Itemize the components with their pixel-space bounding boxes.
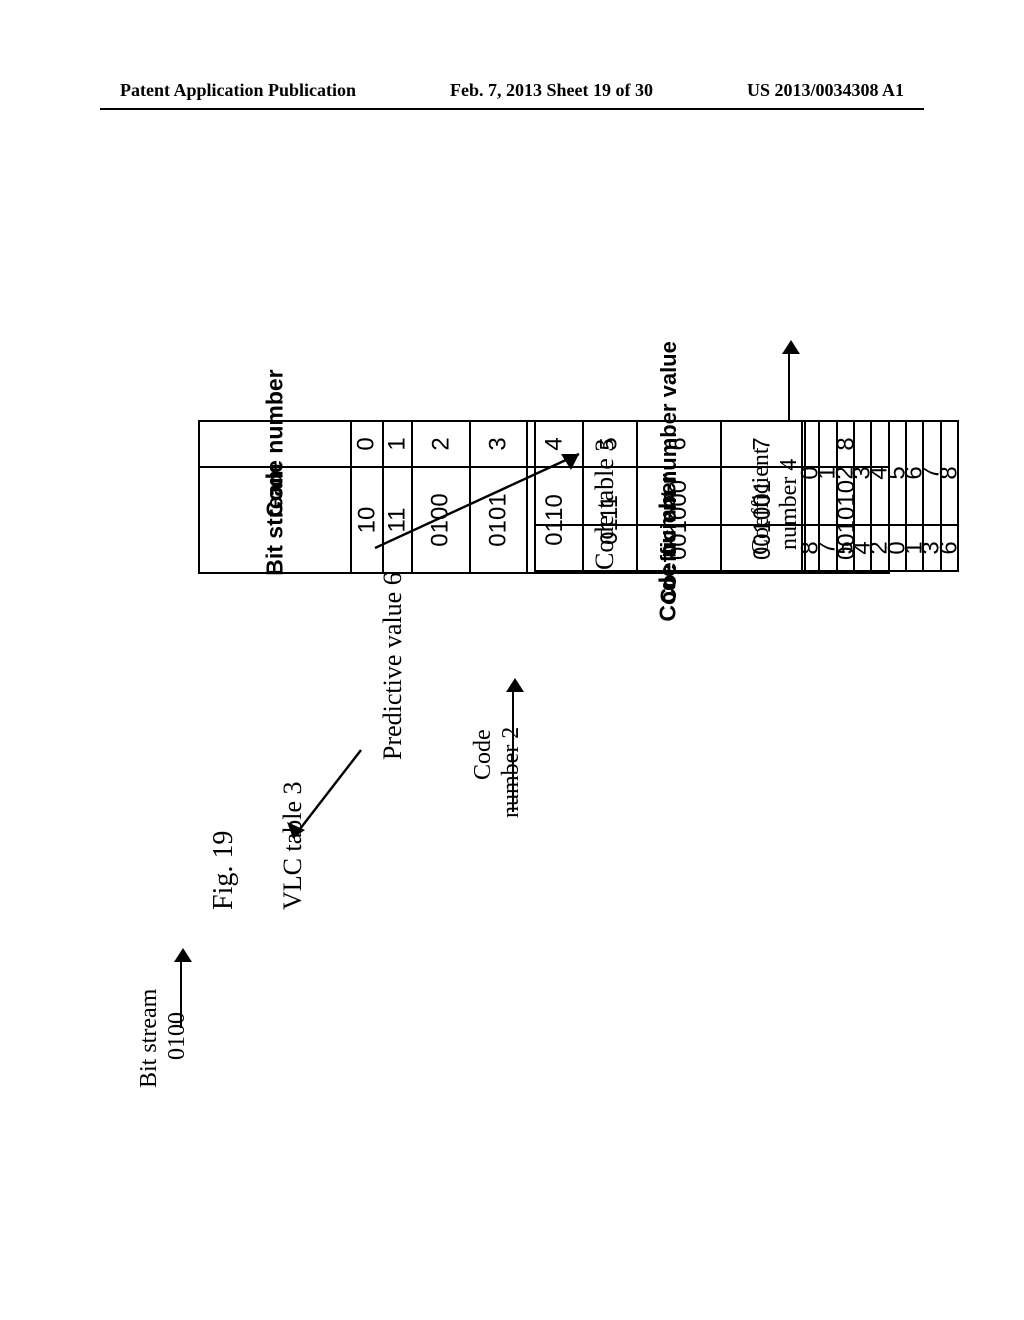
header-rule bbox=[100, 108, 924, 110]
predictive-value-label: Predictive value 6 bbox=[378, 572, 408, 760]
page-header: Patent Application Publication Feb. 7, 2… bbox=[0, 80, 1024, 101]
vlc-cell: 3 bbox=[485, 437, 513, 450]
vlc-cell: 10 bbox=[353, 507, 381, 534]
code-table: Coefficient number value 0 1 2 3 4 5 6 7… bbox=[534, 420, 959, 572]
header-left: Patent Application Publication bbox=[120, 80, 356, 101]
out-arrow-icon bbox=[788, 352, 790, 420]
mid-label-1: Code bbox=[470, 729, 497, 780]
vlc-cell: 2 bbox=[427, 437, 455, 450]
mid-arrow-icon bbox=[512, 690, 514, 812]
vlc-cell: 0101 bbox=[485, 493, 513, 546]
bitstream-input-label-1: Bit stream bbox=[136, 989, 163, 1088]
vlc-cell: 0100 bbox=[427, 493, 455, 546]
out-label-2: number 4 bbox=[776, 459, 803, 550]
vlc-cell: 1 bbox=[384, 437, 412, 450]
header-center: Feb. 7, 2013 Sheet 19 of 30 bbox=[450, 80, 653, 101]
bitstream-input-label-2: 0100 bbox=[164, 1012, 191, 1060]
figure-19: Fig. 19 Predictive value 6 VLC table 3 C… bbox=[150, 190, 890, 1070]
code-col2-header: Code number bbox=[655, 473, 682, 621]
figure-label: Fig. 19 bbox=[208, 831, 240, 910]
vlc-col2-header: Bit stream bbox=[262, 463, 289, 575]
code-cell: 8 bbox=[935, 466, 963, 479]
out-label-1: Coefficient bbox=[748, 447, 775, 555]
code-cell: 6 bbox=[935, 541, 963, 554]
header-right: US 2013/0034308 A1 bbox=[747, 80, 904, 101]
bitstream-arrow-icon bbox=[180, 960, 182, 1028]
vlc-cell: 11 bbox=[384, 508, 412, 533]
vlc-cell: 0 bbox=[353, 437, 381, 450]
vlc-table-title: VLC table 3 bbox=[278, 781, 308, 910]
